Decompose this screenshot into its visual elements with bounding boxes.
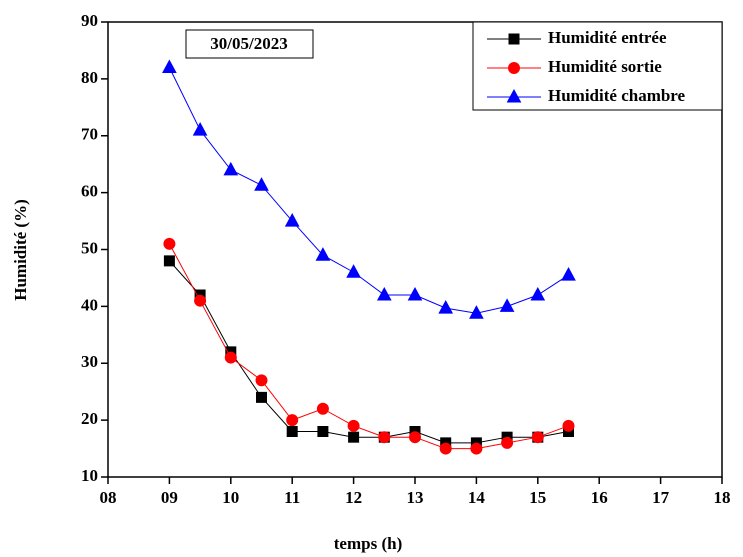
marker (378, 431, 391, 444)
x-tick-label: 11 (284, 488, 300, 507)
series-line (168, 243, 569, 450)
marker (316, 402, 329, 415)
marker (346, 264, 361, 278)
y-tick-label: 80 (81, 68, 98, 87)
y-tick-label: 40 (81, 295, 98, 314)
x-tick-label: 14 (468, 488, 486, 507)
marker (256, 391, 267, 403)
annotation: 30/05/2023 (210, 34, 287, 53)
x-tick-label: 18 (714, 488, 731, 507)
x-tick-label: 17 (652, 488, 670, 507)
legend-label: Humidité sortie (548, 57, 662, 76)
marker (286, 426, 298, 437)
y-tick-label: 60 (81, 182, 98, 201)
x-tick-label: 12 (345, 488, 362, 507)
x-tick-label: 10 (222, 488, 239, 507)
y-tick-label: 30 (81, 352, 98, 371)
marker (348, 431, 360, 443)
marker (224, 351, 237, 364)
legend-marker (508, 62, 520, 74)
marker (561, 267, 576, 281)
y-tick-label: 10 (81, 466, 98, 485)
marker (317, 426, 329, 437)
marker (439, 442, 452, 455)
y-tick-label: 70 (81, 125, 98, 144)
marker (223, 161, 239, 176)
marker (407, 286, 423, 301)
x-tick-label: 09 (161, 488, 178, 507)
marker (499, 298, 515, 312)
marker (438, 300, 454, 314)
legend-marker (506, 88, 522, 103)
y-tick-label: 20 (81, 409, 98, 428)
x-tick-label: 15 (529, 488, 546, 507)
marker (192, 122, 208, 136)
x-tick-label: 08 (100, 488, 117, 507)
marker (315, 247, 331, 261)
marker (469, 305, 484, 319)
y-tick-label: 50 (81, 238, 98, 257)
marker (163, 255, 175, 267)
x-axis-label: temps (h) (334, 534, 402, 553)
marker (194, 294, 207, 307)
legend-label: Humidité chambre (548, 86, 686, 105)
marker (163, 237, 176, 250)
marker (470, 442, 483, 455)
marker (162, 59, 177, 73)
legend-marker (508, 33, 520, 45)
marker (347, 419, 360, 432)
x-tick-label: 16 (591, 488, 608, 507)
y-tick-label: 90 (81, 11, 98, 30)
x-tick-label: 13 (407, 488, 424, 507)
marker (501, 436, 514, 449)
y-axis-label: Humidité (%) (11, 199, 30, 301)
marker (562, 419, 575, 432)
marker (255, 374, 268, 387)
marker (376, 286, 392, 301)
marker (409, 431, 421, 444)
marker (286, 414, 299, 427)
marker (284, 213, 300, 227)
marker (254, 177, 269, 191)
marker (531, 431, 544, 444)
annotation-box (185, 29, 314, 59)
legend-label: Humidité entrée (548, 28, 667, 47)
marker (530, 286, 546, 301)
